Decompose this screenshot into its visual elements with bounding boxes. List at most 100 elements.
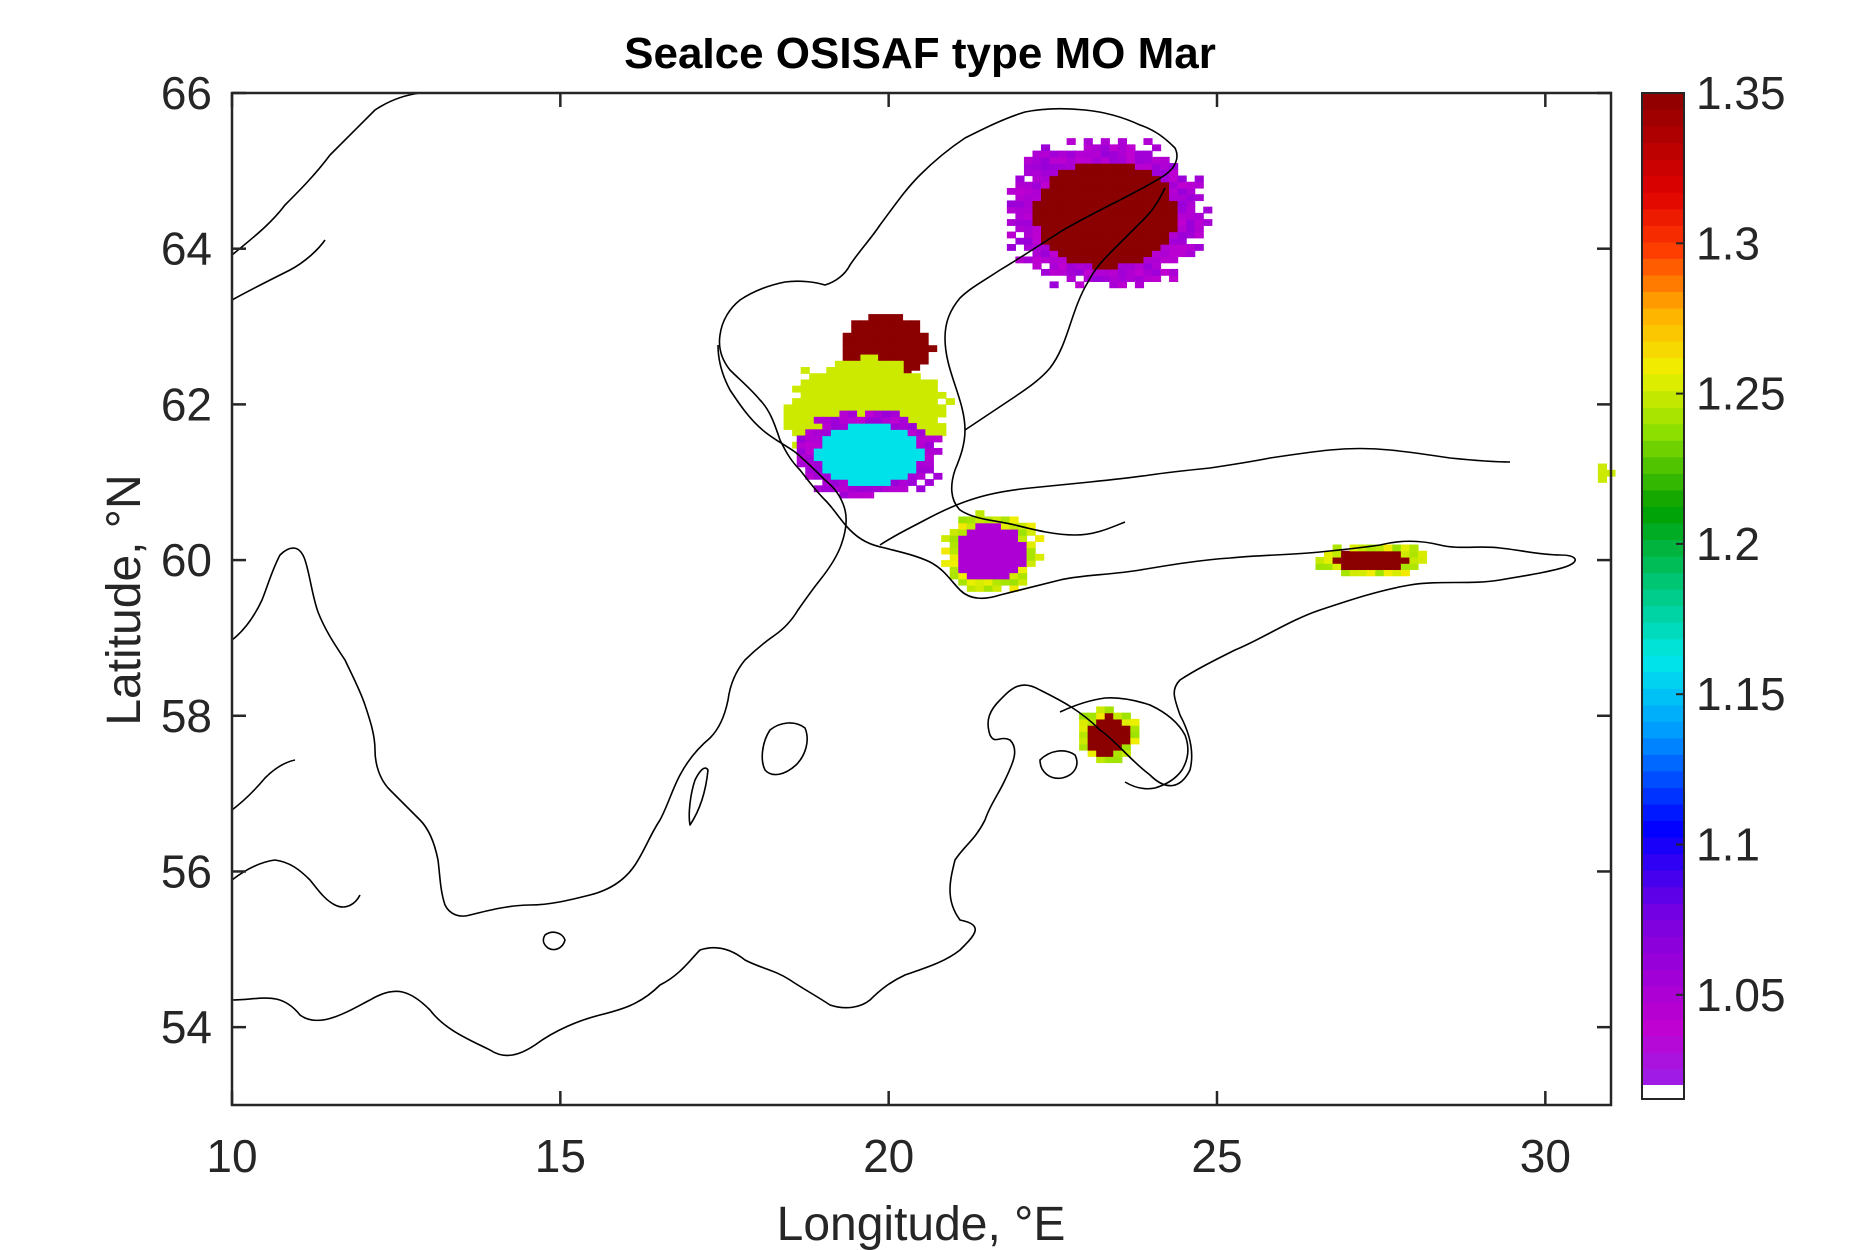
ice-cell (1177, 212, 1187, 220)
ice-cell (834, 385, 844, 393)
ice-cell (1023, 206, 1034, 214)
ice-cell (1117, 150, 1127, 158)
ice-cell (1041, 194, 1051, 202)
ice-cell (1009, 528, 1019, 536)
ice-cell (1324, 550, 1334, 558)
ice-cell (873, 472, 883, 480)
ice-cell (1186, 194, 1196, 202)
ice-cell (792, 441, 802, 449)
colorbar-tick-label: 1.15 (1696, 668, 1786, 720)
ice-cell (822, 472, 832, 480)
ice-cell (847, 410, 858, 418)
ice-cell (1096, 706, 1106, 714)
ice-cell (1041, 219, 1051, 226)
ice-cell (830, 423, 841, 430)
ice-cell (822, 435, 832, 443)
ice-cell (1075, 212, 1085, 220)
ice-cell (907, 441, 917, 449)
ice-cell (899, 447, 909, 455)
ice-cell (826, 391, 836, 399)
ice-cell (792, 398, 802, 405)
ice-cell (1169, 169, 1179, 177)
ice-cell (1366, 563, 1376, 571)
ice-cell (907, 454, 917, 462)
ice-cell (911, 379, 921, 387)
ice-cell (1009, 553, 1019, 561)
ice-cell (792, 416, 802, 424)
ice-cell (1126, 244, 1136, 251)
ice-cell (1186, 231, 1196, 239)
ice-cell (1041, 200, 1051, 208)
ice-cell (966, 541, 976, 549)
ice-cell (886, 398, 896, 405)
ice-cell (1026, 553, 1036, 561)
ice-cell (1169, 181, 1179, 189)
ice-cell (910, 363, 921, 371)
ice-cell (1151, 275, 1162, 282)
ice-cell (826, 367, 836, 374)
ice-cell (919, 357, 929, 365)
ice-cell (839, 460, 849, 468)
ice-cell (822, 454, 832, 462)
colorbar-swatch (1642, 770, 1684, 788)
ice-cell (1092, 194, 1102, 202)
ice-cell (830, 472, 841, 480)
ice-cell (847, 460, 858, 468)
ice-cell (809, 416, 819, 424)
ice-cell (1194, 212, 1204, 220)
ice-cell (1032, 181, 1042, 189)
colorbar-swatch (1642, 638, 1684, 656)
ice-cell (830, 485, 841, 493)
ice-cell (1032, 206, 1042, 214)
ice-cell (1117, 175, 1127, 183)
ice-cell (1169, 175, 1179, 183)
ice-cell (847, 423, 858, 430)
ice-cell (860, 410, 870, 418)
ice-cell (1006, 187, 1017, 195)
ice-cell (834, 360, 844, 368)
ice-cell (1066, 138, 1076, 145)
ice-cell (1100, 156, 1110, 164)
ice-cell (876, 338, 886, 346)
ice-cell (859, 338, 869, 346)
colorbar-swatch (1642, 291, 1684, 309)
ice-cell (1058, 231, 1068, 239)
colorbar-swatch (1642, 274, 1684, 292)
ice-cell (1109, 187, 1119, 195)
ice-cell (1015, 206, 1025, 214)
y-tick-label: 54 (161, 1001, 212, 1053)
ice-cell (890, 441, 900, 449)
ice-cell (868, 320, 878, 328)
ice-cell (975, 510, 985, 518)
colorbar-swatch (1642, 1018, 1684, 1036)
colorbar-swatch (1642, 407, 1684, 425)
colorbar-swatch (1642, 192, 1684, 210)
ice-cell (1083, 181, 1093, 189)
ice-cell (1126, 163, 1136, 170)
ice-cell (966, 578, 976, 586)
ice-cell (859, 345, 869, 353)
ice-cell (916, 466, 926, 474)
ice-cell (1332, 544, 1342, 552)
ice-cell (809, 385, 819, 393)
ice-cell (1075, 225, 1085, 233)
ice-cell (1109, 206, 1119, 214)
ice-cell (1015, 212, 1025, 220)
colorbar-swatch (1642, 820, 1684, 838)
ice-cell (992, 566, 1002, 574)
ice-cell (847, 435, 858, 443)
ice-cell (1087, 731, 1097, 739)
ice-cell (1121, 743, 1131, 751)
coastline-oland (688, 767, 709, 826)
ice-cell (1143, 163, 1153, 170)
ice-cell (1134, 156, 1145, 164)
ice-cell (1049, 225, 1059, 233)
x-tick-label: 10 (206, 1130, 257, 1182)
ice-cell (1113, 718, 1123, 726)
ice-cell (792, 385, 802, 393)
ice-cell (1092, 262, 1102, 270)
ice-cell (783, 410, 793, 418)
ice-cell (817, 385, 827, 393)
ice-cell (992, 522, 1002, 530)
ice-cell (1113, 725, 1123, 732)
